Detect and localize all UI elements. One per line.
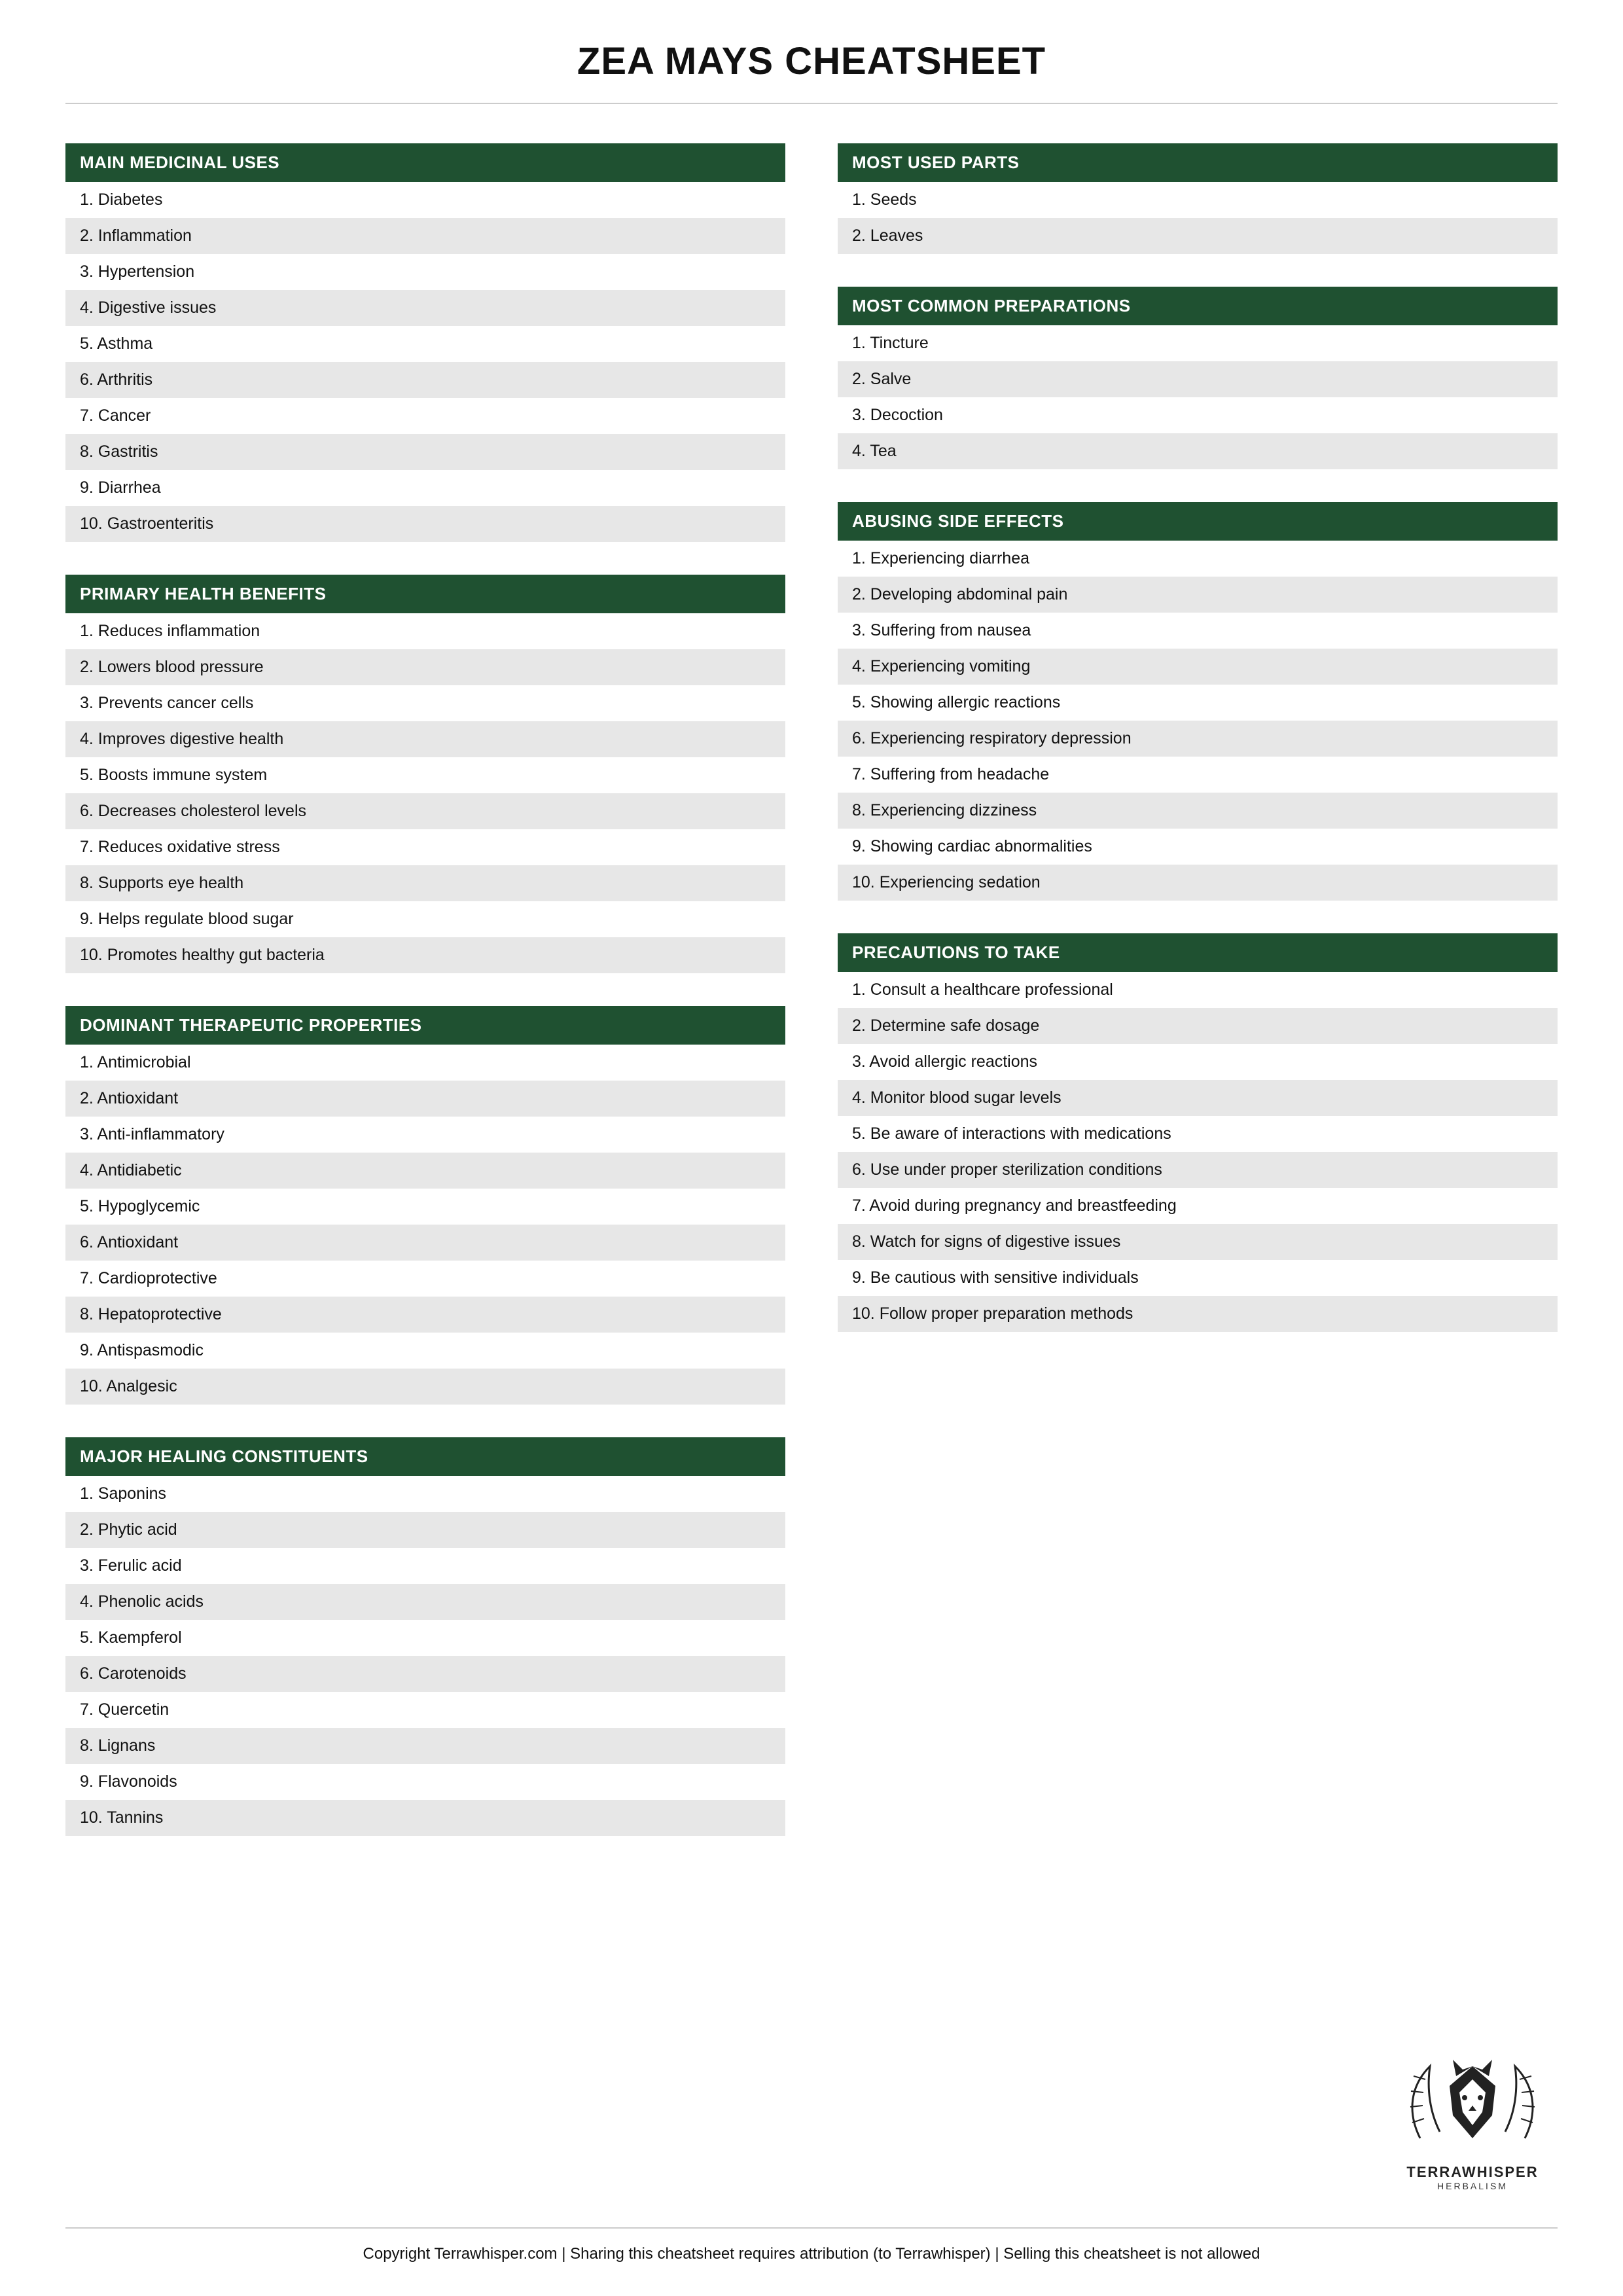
section-header: MOST USED PARTS	[838, 143, 1558, 182]
list-item: 4. Tea	[838, 433, 1558, 469]
section-items: 1. Tincture2. Salve3. Decoction4. Tea	[838, 325, 1558, 469]
list-item: 8. Watch for signs of digestive issues	[838, 1224, 1558, 1260]
list-item: 8. Lignans	[65, 1728, 785, 1764]
list-item: 3. Avoid allergic reactions	[838, 1044, 1558, 1080]
list-item: 2. Developing abdominal pain	[838, 577, 1558, 613]
list-item: 4. Antidiabetic	[65, 1153, 785, 1189]
list-item: 3. Hypertension	[65, 254, 785, 290]
list-item: 8. Gastritis	[65, 434, 785, 470]
list-item: 10. Experiencing sedation	[838, 865, 1558, 901]
section: PRECAUTIONS TO TAKE1. Consult a healthca…	[838, 933, 1558, 1332]
section-items: 1. Antimicrobial2. Antioxidant3. Anti-in…	[65, 1045, 785, 1405]
section-items: 1. Consult a healthcare professional2. D…	[838, 972, 1558, 1332]
list-item: 10. Analgesic	[65, 1369, 785, 1405]
list-item: 2. Lowers blood pressure	[65, 649, 785, 685]
list-item: 10. Follow proper preparation methods	[838, 1296, 1558, 1332]
list-item: 4. Phenolic acids	[65, 1584, 785, 1620]
section: DOMINANT THERAPEUTIC PROPERTIES1. Antimi…	[65, 1006, 785, 1405]
list-item: 10. Tannins	[65, 1800, 785, 1836]
section-header: MAJOR HEALING CONSTITUENTS	[65, 1437, 785, 1476]
list-item: 9. Helps regulate blood sugar	[65, 901, 785, 937]
brand-logo: TERRAWHISPER HERBALISM	[1400, 2040, 1544, 2191]
list-item: 8. Experiencing dizziness	[838, 793, 1558, 829]
section-header: ABUSING SIDE EFFECTS	[838, 502, 1558, 541]
list-item: 8. Supports eye health	[65, 865, 785, 901]
section-header: PRIMARY HEALTH BENEFITS	[65, 575, 785, 613]
list-item: 4. Improves digestive health	[65, 721, 785, 757]
section: MAJOR HEALING CONSTITUENTS1. Saponins2. …	[65, 1437, 785, 1836]
list-item: 4. Digestive issues	[65, 290, 785, 326]
list-item: 7. Reduces oxidative stress	[65, 829, 785, 865]
right-column: MOST USED PARTS1. Seeds2. Leaves MOST COM…	[838, 143, 1558, 1869]
list-item: 5. Showing allergic reactions	[838, 685, 1558, 721]
section-header: DOMINANT THERAPEUTIC PROPERTIES	[65, 1006, 785, 1045]
list-item: 8. Hepatoprotective	[65, 1297, 785, 1333]
list-item: 1. Antimicrobial	[65, 1045, 785, 1081]
list-item: 6. Experiencing respiratory depression	[838, 721, 1558, 757]
list-item: 1. Seeds	[838, 182, 1558, 218]
brand-name: TERRAWHISPER	[1400, 2164, 1544, 2181]
list-item: 7. Quercetin	[65, 1692, 785, 1728]
list-item: 5. Boosts immune system	[65, 757, 785, 793]
list-item: 2. Phytic acid	[65, 1512, 785, 1548]
list-item: 5. Asthma	[65, 326, 785, 362]
list-item: 2. Leaves	[838, 218, 1558, 254]
list-item: 4. Experiencing vomiting	[838, 649, 1558, 685]
list-item: 1. Tincture	[838, 325, 1558, 361]
section: MOST COMMON PREPARATIONS1. Tincture2. Sa…	[838, 287, 1558, 469]
list-item: 7. Cancer	[65, 398, 785, 434]
section-items: 1. Experiencing diarrhea2. Developing ab…	[838, 541, 1558, 901]
list-item: 6. Decreases cholesterol levels	[65, 793, 785, 829]
list-item: 5. Kaempferol	[65, 1620, 785, 1656]
page-title: ZEA MAYS CHEATSHEET	[65, 39, 1558, 104]
list-item: 1. Diabetes	[65, 182, 785, 218]
list-item: 10. Gastroenteritis	[65, 506, 785, 542]
list-item: 9. Antispasmodic	[65, 1333, 785, 1369]
section-items: 1. Seeds2. Leaves	[838, 182, 1558, 254]
columns-container: MAIN MEDICINAL USES1. Diabetes2. Inflamm…	[65, 143, 1558, 1869]
list-item: 4. Monitor blood sugar levels	[838, 1080, 1558, 1116]
fox-laurel-icon	[1400, 2040, 1544, 2158]
list-item: 3. Prevents cancer cells	[65, 685, 785, 721]
brand-tagline: HERBALISM	[1400, 2181, 1544, 2191]
section-header: PRECAUTIONS TO TAKE	[838, 933, 1558, 972]
list-item: 9. Diarrhea	[65, 470, 785, 506]
section: MAIN MEDICINAL USES1. Diabetes2. Inflamm…	[65, 143, 785, 542]
list-item: 3. Suffering from nausea	[838, 613, 1558, 649]
section: ABUSING SIDE EFFECTS1. Experiencing diar…	[838, 502, 1558, 901]
list-item: 3. Decoction	[838, 397, 1558, 433]
list-item: 2. Antioxidant	[65, 1081, 785, 1117]
list-item: 1. Saponins	[65, 1476, 785, 1512]
section-items: 1. Diabetes2. Inflammation3. Hypertensio…	[65, 182, 785, 542]
list-item: 2. Determine safe dosage	[838, 1008, 1558, 1044]
footer-text: Copyright Terrawhisper.com | Sharing thi…	[65, 2227, 1558, 2263]
list-item: 6. Antioxidant	[65, 1225, 785, 1261]
section-header: MAIN MEDICINAL USES	[65, 143, 785, 182]
list-item: 1. Reduces inflammation	[65, 613, 785, 649]
list-item: 1. Consult a healthcare professional	[838, 972, 1558, 1008]
list-item: 5. Be aware of interactions with medicat…	[838, 1116, 1558, 1152]
list-item: 6. Use under proper sterilization condit…	[838, 1152, 1558, 1188]
list-item: 2. Salve	[838, 361, 1558, 397]
list-item: 9. Flavonoids	[65, 1764, 785, 1800]
list-item: 7. Cardioprotective	[65, 1261, 785, 1297]
section-items: 1. Saponins2. Phytic acid3. Ferulic acid…	[65, 1476, 785, 1836]
left-column: MAIN MEDICINAL USES1. Diabetes2. Inflamm…	[65, 143, 785, 1869]
section-items: 1. Reduces inflammation2. Lowers blood p…	[65, 613, 785, 973]
list-item: 3. Anti-inflammatory	[65, 1117, 785, 1153]
list-item: 6. Arthritis	[65, 362, 785, 398]
section: PRIMARY HEALTH BENEFITS1. Reduces inflam…	[65, 575, 785, 973]
list-item: 9. Be cautious with sensitive individual…	[838, 1260, 1558, 1296]
list-item: 7. Suffering from headache	[838, 757, 1558, 793]
list-item: 9. Showing cardiac abnormalities	[838, 829, 1558, 865]
section: MOST USED PARTS1. Seeds2. Leaves	[838, 143, 1558, 254]
list-item: 5. Hypoglycemic	[65, 1189, 785, 1225]
list-item: 7. Avoid during pregnancy and breastfeed…	[838, 1188, 1558, 1224]
list-item: 3. Ferulic acid	[65, 1548, 785, 1584]
list-item: 2. Inflammation	[65, 218, 785, 254]
list-item: 10. Promotes healthy gut bacteria	[65, 937, 785, 973]
list-item: 6. Carotenoids	[65, 1656, 785, 1692]
section-header: MOST COMMON PREPARATIONS	[838, 287, 1558, 325]
list-item: 1. Experiencing diarrhea	[838, 541, 1558, 577]
